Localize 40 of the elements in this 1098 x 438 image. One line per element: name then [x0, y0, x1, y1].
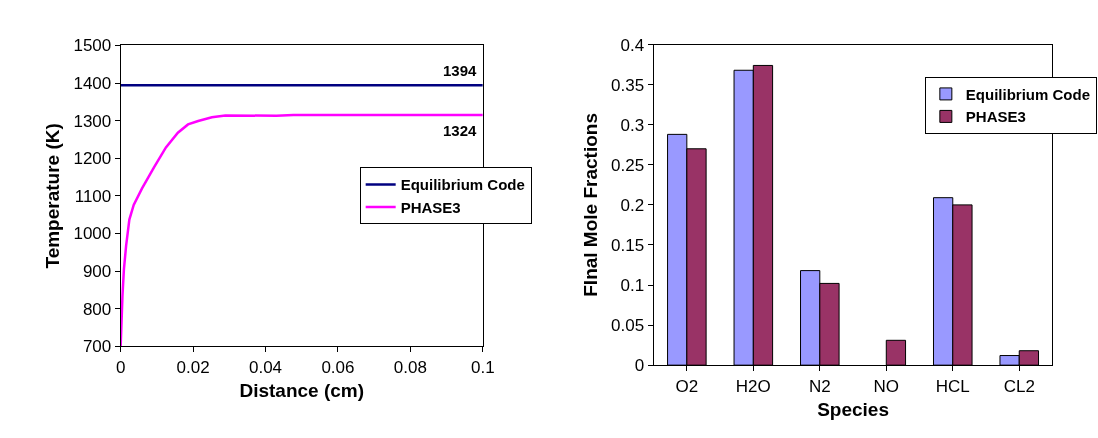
- x-tick-label: 0.04: [248, 357, 283, 377]
- y-tick-label: 0.3: [620, 115, 645, 135]
- x-tick-label: 0.08: [393, 357, 427, 377]
- y-tick-label: 800: [82, 299, 112, 319]
- legend-label: PHASE3: [400, 198, 461, 216]
- x-tick-label: 0: [115, 357, 126, 377]
- y-tick-label: 0.1: [620, 275, 645, 295]
- x-axis-title: Distance (cm): [239, 380, 365, 402]
- x-tick-label: 0.1: [470, 357, 495, 377]
- y-tick-label: 1500: [73, 36, 112, 56]
- y-axis-title: Temperature (K): [42, 123, 64, 269]
- legend-label: Equilibrium Code: [400, 176, 525, 194]
- y-tick-label: 700: [82, 337, 112, 357]
- y-tick-label: 1000: [73, 224, 112, 244]
- y-tick-label: 1400: [73, 74, 112, 94]
- legend-label: Equilibrium Code: [965, 85, 1091, 103]
- annotation: 1324: [443, 122, 478, 139]
- x-tick-label: 0.02: [176, 357, 210, 377]
- y-tick-label: 1200: [73, 149, 112, 169]
- line-series: [120, 113, 483, 347]
- x-axis-title: Species: [817, 399, 889, 421]
- x-tick-label: 0.06: [321, 357, 355, 377]
- y-tick-label: 1300: [73, 111, 112, 131]
- y-tick-label: 0.15: [611, 235, 645, 255]
- legend-label: PHASE3: [965, 108, 1026, 126]
- x-tick-label: CL2: [1003, 376, 1035, 396]
- y-tick-label: 0.05: [611, 316, 645, 336]
- y-tick-label: 0.35: [611, 75, 645, 95]
- y-tick-label: 1100: [74, 186, 112, 206]
- annotation: 1394: [443, 62, 478, 79]
- y-axis-title: FInal Mole Fractions: [579, 113, 601, 297]
- y-tick-label: 0.4: [620, 35, 645, 55]
- y-tick-label: 0.2: [620, 195, 645, 215]
- x-tick-label: O2: [675, 376, 699, 396]
- y-tick-label: 900: [82, 262, 112, 282]
- y-tick-label: 0.25: [611, 155, 645, 175]
- x-tick-label: HCL: [935, 376, 970, 396]
- x-tick-label: NO: [873, 376, 900, 396]
- x-tick-label: H2O: [735, 376, 771, 396]
- x-tick-label: N2: [808, 376, 831, 396]
